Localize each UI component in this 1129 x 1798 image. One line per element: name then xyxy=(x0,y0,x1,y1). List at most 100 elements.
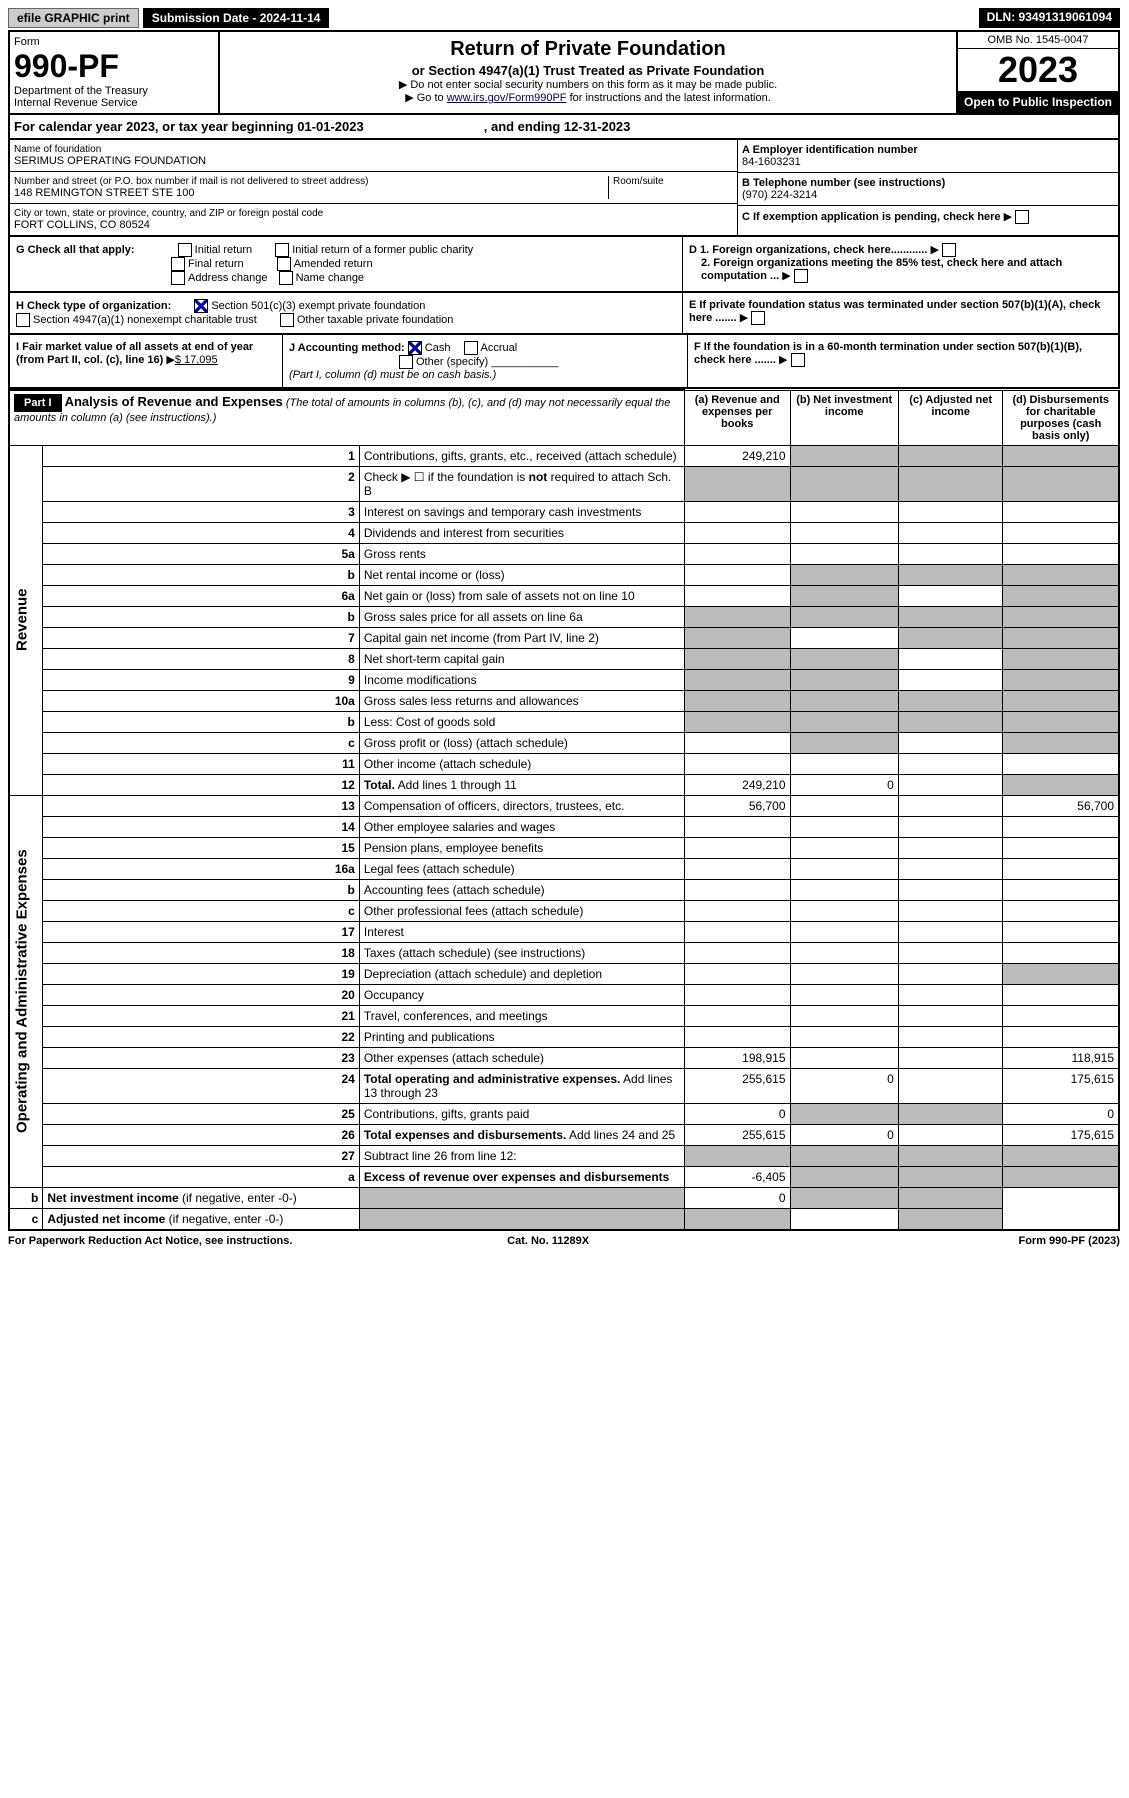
cal-b: , and ending 12-31-2023 xyxy=(484,119,631,134)
cell xyxy=(684,732,790,753)
cell xyxy=(1003,466,1119,501)
cell xyxy=(359,1187,684,1208)
table-row: cAdjusted net income (if negative, enter… xyxy=(9,1208,1119,1230)
link[interactable]: www.irs.gov/Form990PF xyxy=(447,92,567,104)
table-row: aExcess of revenue over expenses and dis… xyxy=(9,1166,1119,1187)
d2-cb[interactable] xyxy=(794,269,808,283)
cell xyxy=(684,466,790,501)
line-desc: Less: Cost of goods sold xyxy=(359,711,684,732)
cell: 198,915 xyxy=(684,1047,790,1068)
cell xyxy=(898,669,1003,690)
table-row: 8Net short-term capital gain xyxy=(9,648,1119,669)
j-block: J Accounting method: Cash Accrual Other … xyxy=(283,335,688,387)
cell xyxy=(790,1145,898,1166)
cell xyxy=(1003,445,1119,466)
line-num: b xyxy=(43,606,360,627)
form-number: 990-PF xyxy=(14,48,214,85)
line-desc: Contributions, gifts, grants paid xyxy=(359,1103,684,1124)
cell xyxy=(684,669,790,690)
cell xyxy=(1003,1005,1119,1026)
line-desc: Capital gain net income (from Part IV, l… xyxy=(359,627,684,648)
line-num: 5a xyxy=(43,543,360,564)
g-cb-0[interactable] xyxy=(178,243,192,257)
col-d: (d) Disbursements for charitable purpose… xyxy=(1003,390,1119,445)
cell: 0 xyxy=(790,774,898,795)
cell xyxy=(790,669,898,690)
cell xyxy=(1003,753,1119,774)
cell xyxy=(1003,774,1119,795)
d2: 2. Foreign organizations meeting the 85%… xyxy=(701,257,1062,282)
line-desc: Interest xyxy=(359,921,684,942)
line-num: 12 xyxy=(43,774,360,795)
table-row: Operating and Administrative Expenses13C… xyxy=(9,795,1119,816)
table-row: 26Total expenses and disbursements. Add … xyxy=(9,1124,1119,1145)
j-cash-cb[interactable] xyxy=(408,341,422,355)
j-accr-cb[interactable] xyxy=(464,341,478,355)
cell xyxy=(898,522,1003,543)
cell xyxy=(898,564,1003,585)
g-cb-3[interactable] xyxy=(277,257,291,271)
f-cb[interactable] xyxy=(791,353,805,367)
j-oth-cb[interactable] xyxy=(399,355,413,369)
line-num: 2 xyxy=(43,466,360,501)
line-num: 10a xyxy=(43,690,360,711)
cell xyxy=(898,543,1003,564)
p1-title: Analysis of Revenue and Expenses xyxy=(65,394,283,409)
table-row: bNet investment income (if negative, ent… xyxy=(9,1187,1119,1208)
line-desc: Gross sales less returns and allowances xyxy=(359,690,684,711)
cell: 249,210 xyxy=(684,774,790,795)
cell xyxy=(790,501,898,522)
g-cb-5[interactable] xyxy=(279,271,293,285)
cell xyxy=(1003,816,1119,837)
table-row: 4Dividends and interest from securities xyxy=(9,522,1119,543)
g-cb-2[interactable] xyxy=(171,257,185,271)
line-num: 8 xyxy=(43,648,360,669)
g-cb-1[interactable] xyxy=(275,243,289,257)
table-row: cGross profit or (loss) (attach schedule… xyxy=(9,732,1119,753)
cell: 56,700 xyxy=(1003,795,1119,816)
line-desc: Contributions, gifts, grants, etc., rece… xyxy=(359,445,684,466)
c-checkbox[interactable] xyxy=(1015,210,1029,224)
line-desc: Other expenses (attach schedule) xyxy=(359,1047,684,1068)
city-lbl: City or town, state or province, country… xyxy=(14,208,733,219)
cell xyxy=(684,1005,790,1026)
line-num: 21 xyxy=(43,1005,360,1026)
cell: -6,405 xyxy=(684,1166,790,1187)
cell: 118,915 xyxy=(1003,1047,1119,1068)
a-lbl: A Employer identification number xyxy=(742,144,918,156)
cell xyxy=(790,690,898,711)
d1: D 1. Foreign organizations, check here..… xyxy=(689,244,927,256)
line-desc: Gross rents xyxy=(359,543,684,564)
cell xyxy=(898,963,1003,984)
city: FORT COLLINS, CO 80524 xyxy=(14,219,150,231)
table-row: bNet rental income or (loss) xyxy=(9,564,1119,585)
efile-btn[interactable]: efile GRAPHIC print xyxy=(8,8,139,28)
line-num: 7 xyxy=(43,627,360,648)
d-block: D 1. Foreign organizations, check here..… xyxy=(683,237,1118,291)
line-desc: Legal fees (attach schedule) xyxy=(359,858,684,879)
cell: 0 xyxy=(684,1187,790,1208)
form-id-box: Form 990-PF Department of the Treasury I… xyxy=(10,32,220,113)
g-block: G Check all that apply: Initial return I… xyxy=(10,237,683,291)
line-num: 6a xyxy=(43,585,360,606)
g-cb-4[interactable] xyxy=(171,271,185,285)
open: Open to Public Inspection xyxy=(958,91,1118,113)
line-num: 23 xyxy=(43,1047,360,1068)
cell xyxy=(1003,879,1119,900)
line-desc: Depreciation (attach schedule) and deple… xyxy=(359,963,684,984)
cell xyxy=(898,1005,1003,1026)
h-cb-2[interactable] xyxy=(16,313,30,327)
table-row: 19Depreciation (attach schedule) and dep… xyxy=(9,963,1119,984)
tel: (970) 224-3214 xyxy=(742,189,817,201)
h-cb-1[interactable] xyxy=(194,299,208,313)
e-cb[interactable] xyxy=(751,311,765,325)
j-note: (Part I, column (d) must be on cash basi… xyxy=(289,369,496,381)
line-desc: Travel, conferences, and meetings xyxy=(359,1005,684,1026)
b-lbl: B Telephone number (see instructions) xyxy=(742,177,945,189)
table-row: 20Occupancy xyxy=(9,984,1119,1005)
line-desc: Pension plans, employee benefits xyxy=(359,837,684,858)
line-desc: Interest on savings and temporary cash i… xyxy=(359,501,684,522)
d1-cb[interactable] xyxy=(942,243,956,257)
line-num: 22 xyxy=(43,1026,360,1047)
h-cb-3[interactable] xyxy=(280,313,294,327)
